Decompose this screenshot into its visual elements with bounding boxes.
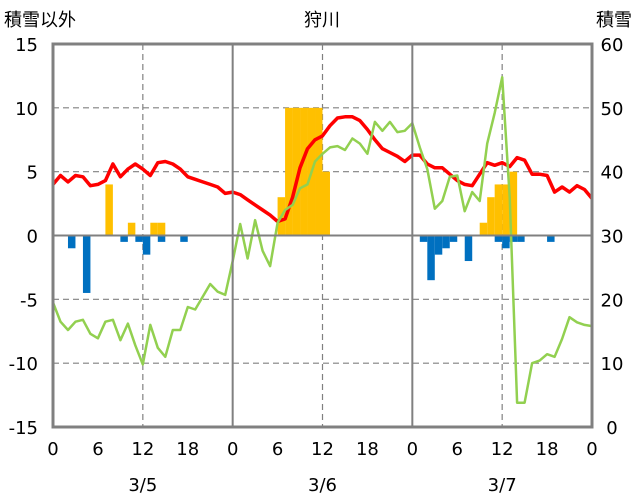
- left-axis-title: 積雪以外: [4, 10, 76, 31]
- right-tick-label-5: 50: [601, 99, 624, 120]
- bar-0-13: [494, 184, 503, 236]
- bar-1-13: [494, 235, 503, 242]
- bar-0-0: [105, 184, 113, 236]
- bar-series: [67, 107, 555, 293]
- x-tick-label-6: 12: [311, 439, 334, 460]
- bar-0-2: [150, 222, 158, 236]
- bar-1-11: [449, 235, 458, 242]
- day-labels: 3/5 3/6 3/7: [128, 475, 516, 496]
- bar-1-17: [547, 235, 555, 242]
- bar-1-4: [142, 235, 151, 255]
- right-axis-title: 積雪: [596, 10, 632, 31]
- bar-0-7: [300, 107, 308, 236]
- left-tick-label-3: 0: [27, 227, 38, 248]
- x-tick-label-12: 0: [586, 439, 597, 460]
- x-tick-label-11: 18: [536, 439, 559, 460]
- right-tick-label-4: 40: [601, 163, 624, 184]
- right-axis-ticks: 0 10 20 30 40 50 60: [601, 35, 624, 439]
- chart-title: 狩川: [304, 10, 340, 31]
- right-tick-label-0: 0: [606, 418, 617, 439]
- bar-0-5: [285, 107, 293, 236]
- day-label-1: 3/6: [308, 475, 337, 496]
- x-tick-label-0: 0: [47, 439, 58, 460]
- right-tick-label-1: 10: [601, 354, 624, 375]
- bar-1-9: [434, 235, 443, 255]
- bar-1-5: [157, 235, 166, 242]
- right-tick-label-6: 60: [601, 35, 624, 56]
- bar-1-16: [517, 235, 525, 242]
- bar-1-8: [427, 235, 435, 281]
- bar-1-10: [442, 235, 450, 249]
- bar-1-3: [135, 235, 143, 242]
- bar-0-1: [127, 222, 136, 236]
- bar-1-14: [502, 235, 510, 249]
- x-tick-label-1: 6: [92, 439, 103, 460]
- right-tick-label-3: 30: [601, 227, 624, 248]
- x-tick-label-9: 6: [452, 439, 463, 460]
- bar-0-9: [315, 107, 323, 236]
- bar-1-1: [82, 235, 91, 293]
- bar-1-2: [120, 235, 128, 242]
- plot-border: [51, 42, 594, 429]
- x-tick-label-5: 6: [272, 439, 283, 460]
- bar-0-12: [487, 197, 495, 236]
- bar-1-7: [419, 235, 428, 242]
- line-series-2: [51, 115, 594, 224]
- x-tick-label-2: 12: [131, 439, 154, 460]
- bar-0-14: [502, 184, 510, 236]
- bar-1-0: [67, 235, 76, 249]
- bar-0-6: [292, 107, 301, 236]
- right-tick-label-2: 20: [601, 290, 624, 311]
- bar-0-3: [157, 222, 166, 236]
- bar-0-15: [509, 171, 518, 236]
- left-tick-label-4: 5: [27, 163, 38, 184]
- x-axis-ticks: 0 6 12 18 0 6 12 18 0 6 12 18 0: [47, 439, 597, 460]
- left-axis-ticks: -15 -10 -5 0 5 10 15: [9, 35, 38, 439]
- bar-0-10: [322, 171, 330, 236]
- left-tick-label-5: 10: [15, 99, 38, 120]
- x-tick-label-10: 12: [491, 439, 514, 460]
- left-tick-label-1: -10: [9, 354, 38, 375]
- bar-1-6: [180, 235, 188, 242]
- x-tick-label-3: 18: [176, 439, 199, 460]
- day-label-2: 3/7: [488, 475, 517, 496]
- bar-1-15: [509, 235, 518, 242]
- x-tick-label-4: 0: [227, 439, 238, 460]
- left-tick-label-0: -15: [9, 418, 38, 439]
- line-series-3: [51, 75, 593, 404]
- x-tick-label-8: 0: [407, 439, 418, 460]
- day-label-0: 3/5: [128, 475, 157, 496]
- bar-1-12: [464, 235, 473, 262]
- x-tick-label-7: 18: [356, 439, 379, 460]
- left-tick-label-6: 15: [15, 35, 38, 56]
- bar-0-11: [479, 222, 488, 236]
- left-tick-label-2: -5: [20, 290, 38, 311]
